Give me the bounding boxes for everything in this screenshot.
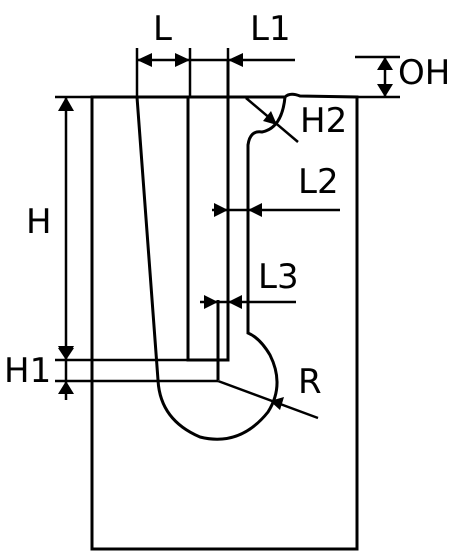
- L2-arrow-right: [248, 203, 262, 217]
- part-body: [90, 92, 359, 551]
- L-arrow-right: [175, 53, 190, 67]
- label-H: H: [26, 202, 52, 242]
- L2-arrow-left: [214, 203, 228, 217]
- R-arrow: [270, 397, 284, 410]
- label-L2: L2: [298, 162, 339, 202]
- H-arrow-top: [58, 97, 74, 111]
- H2-arrow: [263, 111, 277, 125]
- label-OH: OH: [398, 53, 450, 93]
- L3-arrow-left: [204, 295, 218, 309]
- OH-arrow-bottom: [377, 84, 393, 97]
- label-L1: L1: [250, 9, 291, 49]
- R-leader: [217, 379, 319, 420]
- H1-arrow-bottom: [58, 381, 74, 394]
- L3-arrow-right: [228, 295, 242, 309]
- label-L3: L3: [258, 257, 299, 297]
- H1-arrow-top: [58, 348, 74, 360]
- L1-arrow: [228, 53, 243, 67]
- label-R: R: [298, 362, 322, 402]
- label-L: L: [153, 9, 172, 49]
- label-H2: H2: [300, 101, 347, 141]
- L-arrow-left: [137, 53, 152, 67]
- label-H1: H1: [4, 351, 51, 391]
- OH-arrow-top: [377, 57, 393, 70]
